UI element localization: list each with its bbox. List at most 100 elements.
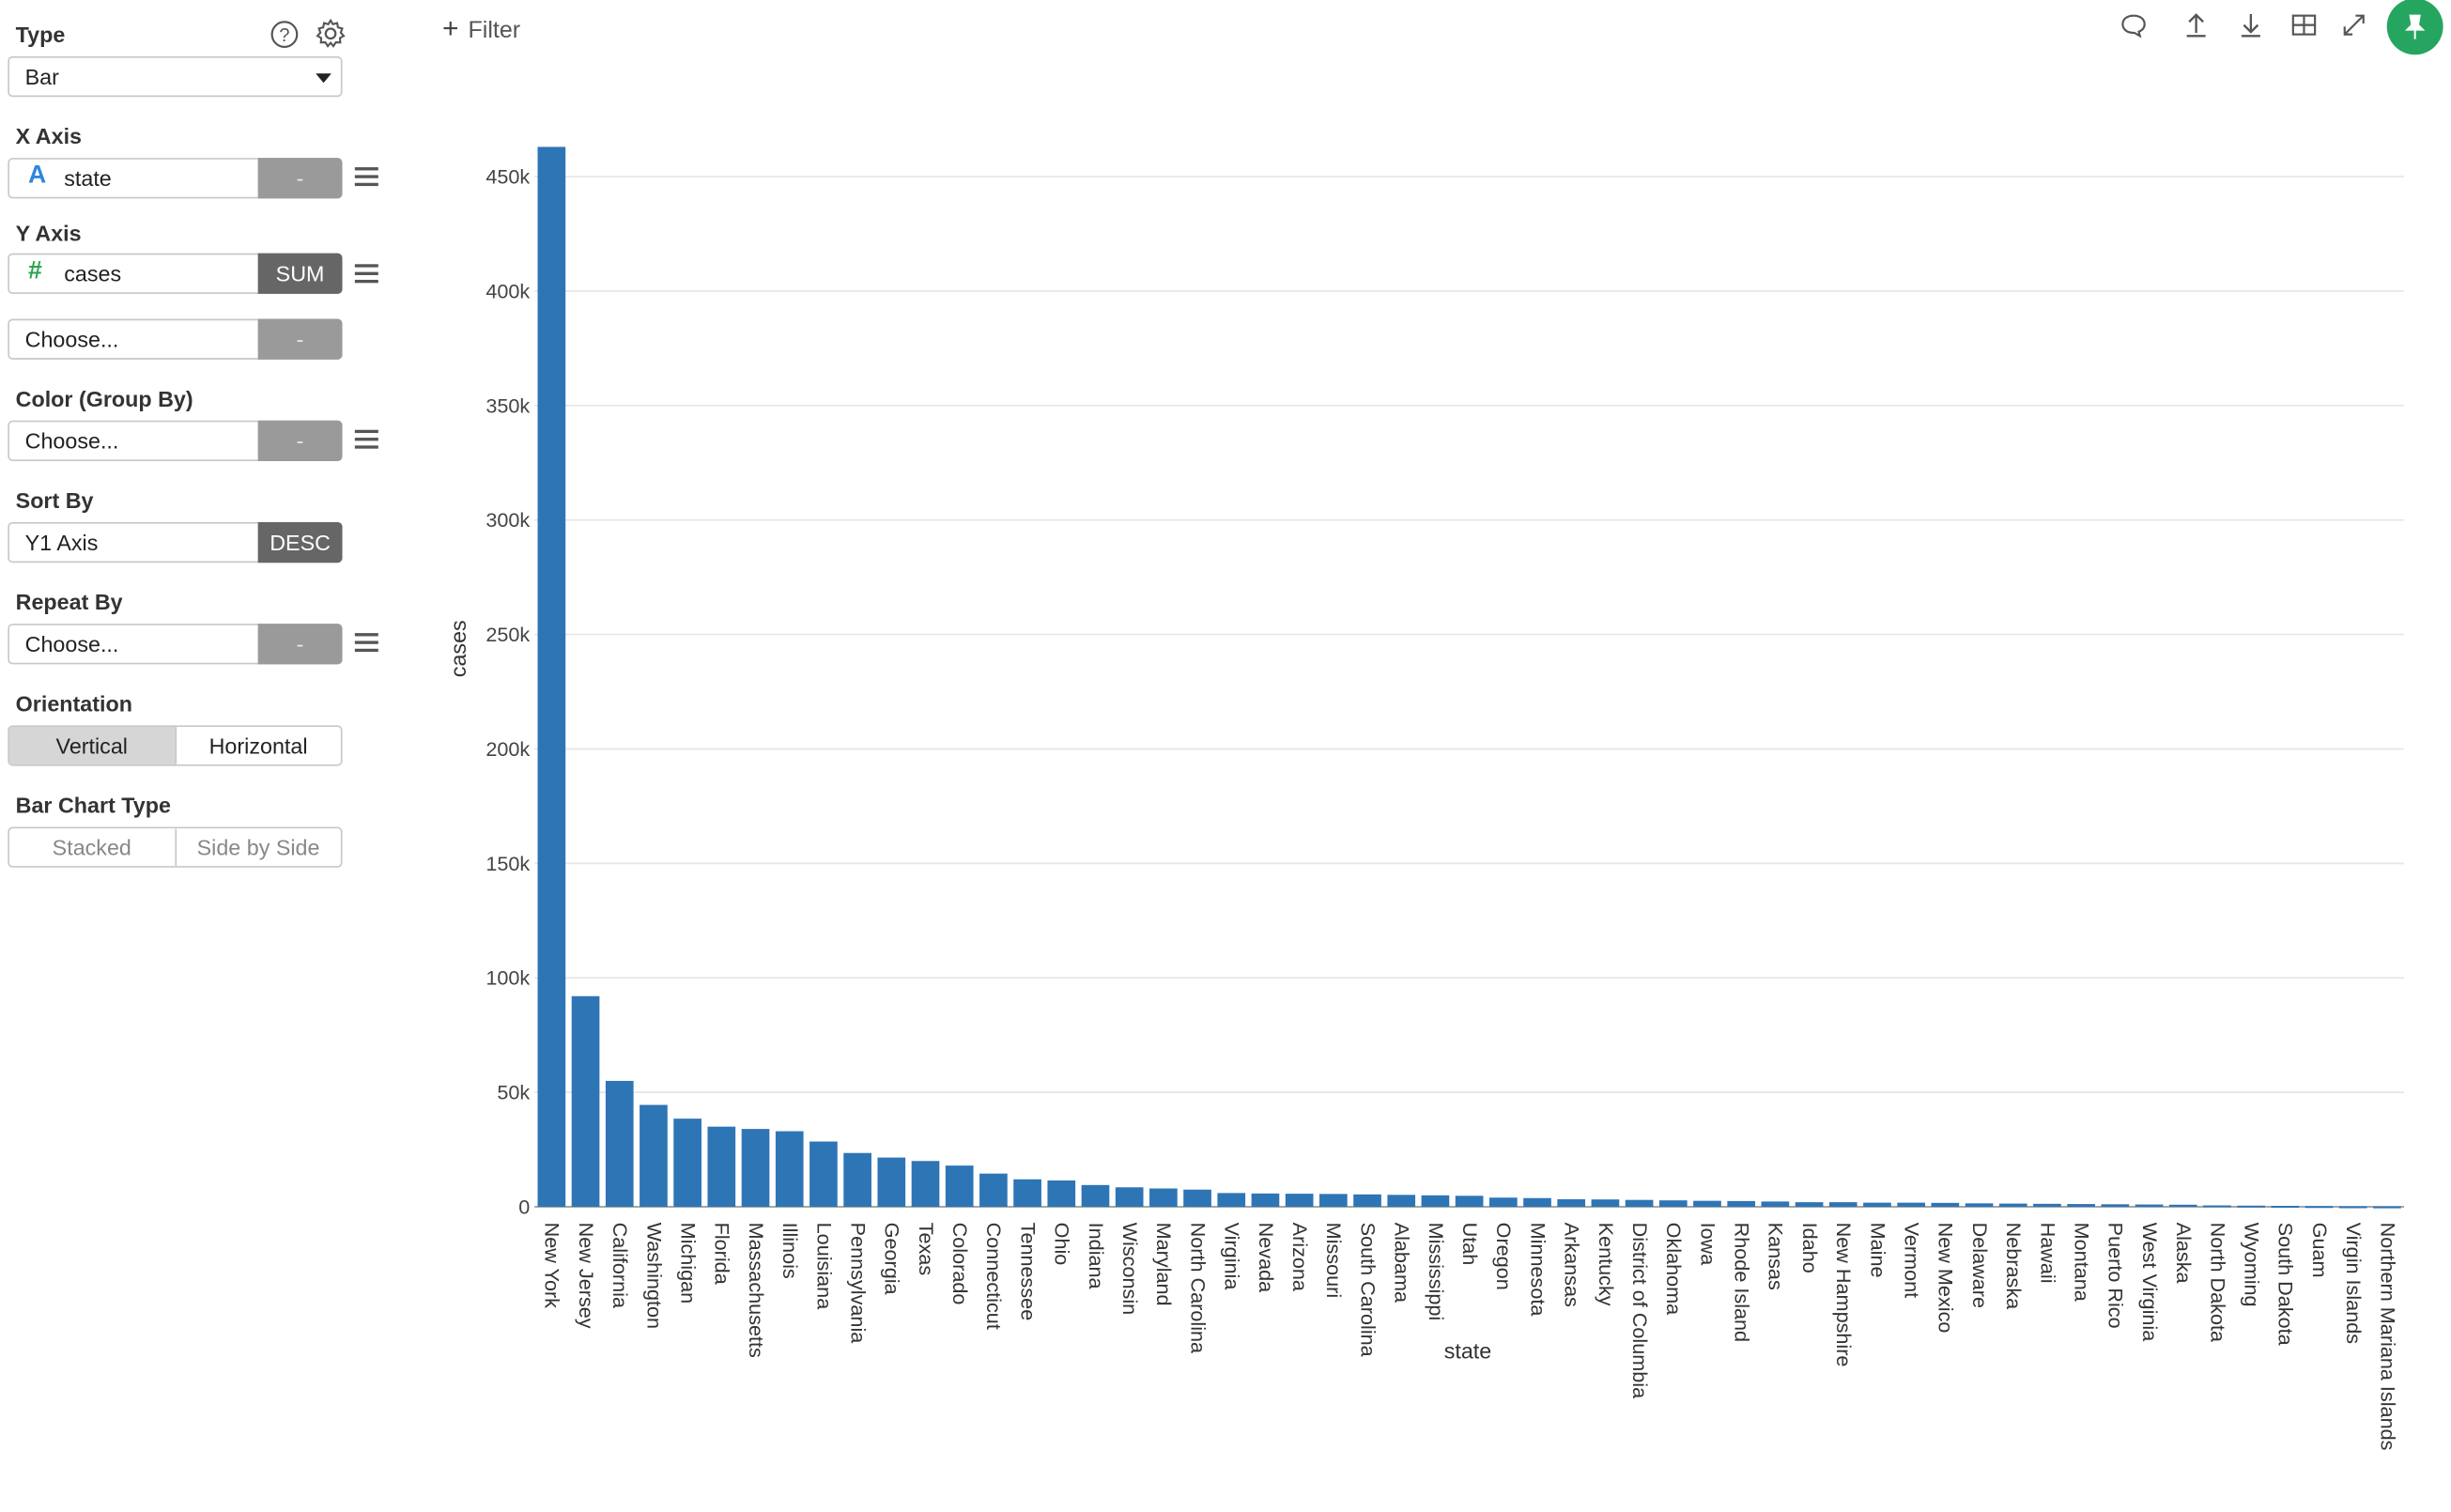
text-type-icon: A [27,162,47,190]
x-axis-aggregate-button[interactable]: - [257,158,343,199]
bar[interactable] [2168,1204,2197,1207]
download-icon[interactable] [2235,9,2266,40]
chart-settings-panel: Type ? Bar X Axis A state - Y Axis # cas… [0,0,391,1510]
bar[interactable] [1557,1198,1586,1207]
bar[interactable] [2101,1204,2130,1207]
x-tick-label: Rhode Island [1731,1223,1754,1342]
sort-field-select[interactable]: Y1 Axis DESC [8,521,343,563]
y-axis-menu-icon[interactable] [354,264,378,283]
pin-button[interactable] [2386,0,2443,55]
bar[interactable] [640,1104,668,1207]
bar[interactable] [1183,1189,1211,1207]
bar[interactable] [2203,1205,2231,1208]
bar[interactable] [2033,1203,2061,1207]
bar[interactable] [1488,1197,1518,1207]
repeat-aggregate-button[interactable]: - [257,624,343,665]
y-axis-aggregate-button[interactable]: SUM [257,253,343,294]
x-axis-title: state [1444,1338,1492,1363]
bar[interactable] [2338,1206,2367,1209]
bar[interactable] [775,1131,804,1207]
bar[interactable] [1217,1193,1246,1207]
bar[interactable] [1828,1202,1858,1207]
bar[interactable] [1047,1180,1076,1207]
repeat-menu-icon[interactable] [354,633,378,652]
x-tick-label: Virgin Islands [2342,1223,2366,1345]
y-tick-label: 300k [486,508,530,532]
bar[interactable] [1455,1196,1484,1207]
upload-icon[interactable] [2181,9,2212,40]
comment-icon[interactable] [2118,9,2149,40]
help-icon[interactable]: ? [269,19,300,50]
bar[interactable] [843,1152,871,1207]
table-icon[interactable] [2289,9,2320,40]
orientation-horizontal-button[interactable]: Horizontal [208,733,308,759]
bar[interactable] [741,1129,770,1207]
side-by-side-button[interactable]: Side by Side [196,834,320,860]
bar[interactable] [1693,1200,1721,1207]
x-axis-menu-icon[interactable] [354,167,378,186]
x-tick-label: Indiana [1085,1223,1108,1290]
bar[interactable] [911,1161,940,1207]
orientation-vertical-button[interactable]: Vertical [8,726,177,764]
bar[interactable] [2237,1205,2265,1208]
expand-icon[interactable] [2338,9,2369,40]
x-tick-label: Kentucky [1595,1223,1618,1306]
bar[interactable] [2271,1206,2300,1209]
bar[interactable] [1591,1199,1620,1207]
color-aggregate-button[interactable]: - [257,420,343,462]
bar[interactable] [1319,1194,1348,1207]
bar[interactable] [1625,1199,1654,1207]
bar[interactable] [1965,1203,1994,1207]
bar[interactable] [1897,1202,1926,1207]
repeat-field-select[interactable]: Choose... - [8,624,343,665]
x-axis-field-select[interactable]: A state - [8,158,343,199]
add-filter-button[interactable]: + Filter [442,12,520,45]
x-tick-label: Texas [915,1223,938,1276]
bar[interactable] [945,1165,974,1207]
stacked-button[interactable]: Stacked [9,828,177,867]
bar[interactable] [1251,1193,1280,1207]
bar[interactable] [877,1157,906,1207]
x-tick-label: New Hampshire [1832,1223,1856,1367]
bar[interactable] [809,1141,838,1207]
color-field-select[interactable]: Choose... - [8,420,343,462]
x-tick-label: New Mexico [1935,1223,1958,1334]
bar[interactable] [1931,1202,1960,1207]
y-tick-label: 400k [486,279,530,302]
x-axis-label: X Axis [15,123,83,149]
bar[interactable] [1115,1187,1144,1207]
bar[interactable] [1727,1200,1756,1207]
gear-icon[interactable] [315,17,347,50]
bar[interactable] [2305,1206,2334,1209]
bar[interactable] [707,1126,736,1207]
chart-type-select[interactable]: Bar [8,55,343,98]
x-tick-label: Wisconsin [1118,1223,1142,1316]
y-axis-extra-aggregate-button[interactable]: - [257,318,343,360]
bar[interactable] [1353,1194,1381,1207]
bar[interactable] [571,995,600,1207]
bar[interactable] [1285,1194,1314,1207]
bar[interactable] [2373,1206,2401,1209]
bar[interactable] [537,147,566,1207]
bar[interactable] [1421,1195,1450,1207]
bar[interactable] [1761,1201,1790,1207]
bar[interactable] [2067,1204,2095,1207]
bar[interactable] [1795,1202,1824,1207]
bar[interactable] [605,1080,634,1207]
y-axis-field-select[interactable]: # cases SUM [8,253,343,294]
bar[interactable] [1658,1200,1688,1207]
bar[interactable] [1998,1203,2027,1207]
bar[interactable] [1081,1184,1110,1207]
bar[interactable] [1523,1197,1551,1207]
bar[interactable] [673,1119,701,1207]
bar[interactable] [979,1173,1008,1207]
bar[interactable] [1387,1195,1416,1207]
bar[interactable] [1013,1179,1041,1207]
bar[interactable] [1863,1202,1891,1207]
color-menu-icon[interactable] [354,429,378,449]
bar[interactable] [2135,1204,2164,1207]
y-axis-extra-select[interactable]: Choose... - [8,318,343,360]
sort-order-button[interactable]: DESC [257,521,343,563]
type-label: Type [15,22,66,47]
bar[interactable] [1149,1188,1178,1207]
